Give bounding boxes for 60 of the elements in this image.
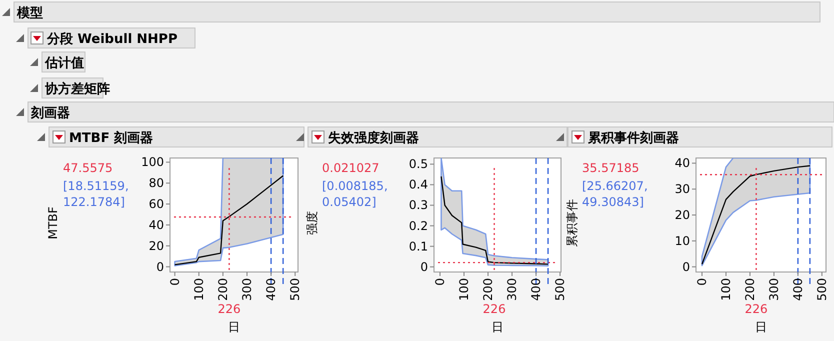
x-tick-label: 400 [790,278,805,301]
x-tick-label: 100 [192,278,206,301]
text: [18.51159, 122.1784] [63,179,129,209]
x-tick-label: 100 [457,278,472,301]
y-tick-label: 30 [674,182,690,196]
x-tick-label: 500 [288,278,302,301]
text: 协方差矩阵 [44,81,110,97]
y-tick-label: 0.3 [408,198,428,212]
text: 刻画器 [30,105,70,121]
line-series [440,176,549,265]
x-tick-label: 400 [264,278,278,301]
x-tick-label: 0 [168,278,182,286]
x-axis-title: 日 [755,320,767,334]
chart-title: 失效强度刻画器 [328,130,419,146]
x-axis-title: 日 [492,320,504,334]
x-tick-label: 400 [529,278,544,301]
y-axis-title: MTBF [46,206,60,240]
x-tick-label: 200 [481,278,496,301]
ref-line-label: 226 [744,302,768,316]
y-axis-title: 累积事件 [565,199,579,247]
ref-line-label: 47.5575 [63,161,113,175]
x-tick-label: 200 [742,278,757,301]
y-tick-label: 0.2 [408,218,428,233]
y-tick-label: 0.4 [408,178,428,192]
x-tick-label: 500 [814,278,829,301]
chart-title: 累积事件刻画器 [587,130,679,146]
y-tick-label: 20 [148,238,164,253]
ref-line-label: 0.021027 [322,161,380,175]
text: 分段 Weibull NHPP [46,32,178,47]
x-tick-label: 500 [553,278,568,301]
ref-line-label: 226 [482,302,506,316]
x-tick-label: 300 [240,278,254,301]
y-tick-label: 0 [156,260,164,274]
x-tick-label: 100 [718,278,733,301]
y-tick-label: 0 [682,260,690,274]
y-tick-label: 60 [148,197,164,212]
y-tick-label: 0.5 [408,157,428,172]
line-series [174,175,284,266]
chart-title: MTBF 刻画器 [69,130,154,146]
text: 估计值 [44,56,84,71]
x-tick-label: 0 [433,278,447,286]
ref-line-label: 226 [218,302,241,316]
y-axis-title: 强度 [305,211,319,235]
y-tick-label: 80 [148,176,164,190]
ref-line-label: 35.57185 [582,161,640,175]
x-tick-label: 200 [216,278,230,301]
y-tick-label: 0 [420,260,428,274]
text: [25.66207, 49.30843] [582,179,648,209]
y-tick-label: 0.1 [408,239,428,254]
y-tick-label: 20 [674,208,690,222]
x-tick-label: 0 [694,278,709,286]
x-tick-label: 300 [505,278,520,301]
y-tick-label: 10 [674,234,690,248]
text: [0.008185, 0.05402] [322,179,388,209]
y-tick-label: 100 [141,155,164,170]
y-tick-label: 40 [148,218,164,232]
x-tick-label: 300 [766,278,781,301]
y-tick-label: 40 [674,156,690,170]
text: 模型 [16,6,43,21]
x-axis-title: 日 [228,320,240,334]
